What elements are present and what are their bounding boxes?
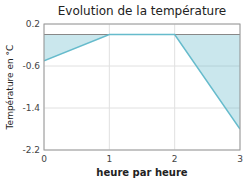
grid-line <box>109 24 110 150</box>
grid-line <box>174 24 175 150</box>
x-axis-label: heure par heure <box>96 167 187 178</box>
x-tick-label: 2 <box>172 154 178 164</box>
plot-area <box>44 35 240 130</box>
area-line <box>44 35 240 130</box>
area-fill <box>44 35 240 130</box>
x-tick-label: 0 <box>41 154 47 164</box>
chart-container: 0.2 -0.6 -1.4 -2.20 1 2 3 Evolution de la tempé… <box>0 0 250 188</box>
plot-frame <box>44 24 240 150</box>
title: Evolution de la température <box>58 4 227 18</box>
y-tick-label: -1.4 <box>22 103 40 113</box>
grid <box>44 24 240 150</box>
x-tick-label: 1 <box>106 154 112 164</box>
y-axis-label: Température en °C <box>5 45 15 131</box>
y-tick-label: -0.6 <box>22 61 40 71</box>
x-tick-label: 3 <box>237 154 243 164</box>
y-tick-label: -2.2 <box>22 145 40 155</box>
chart: 0.2 -0.6 -1.4 -2.20 1 2 3 Evolution de la tempé… <box>0 0 250 188</box>
grid-line <box>44 108 240 109</box>
y-tick-label: 0.2 <box>26 19 40 29</box>
